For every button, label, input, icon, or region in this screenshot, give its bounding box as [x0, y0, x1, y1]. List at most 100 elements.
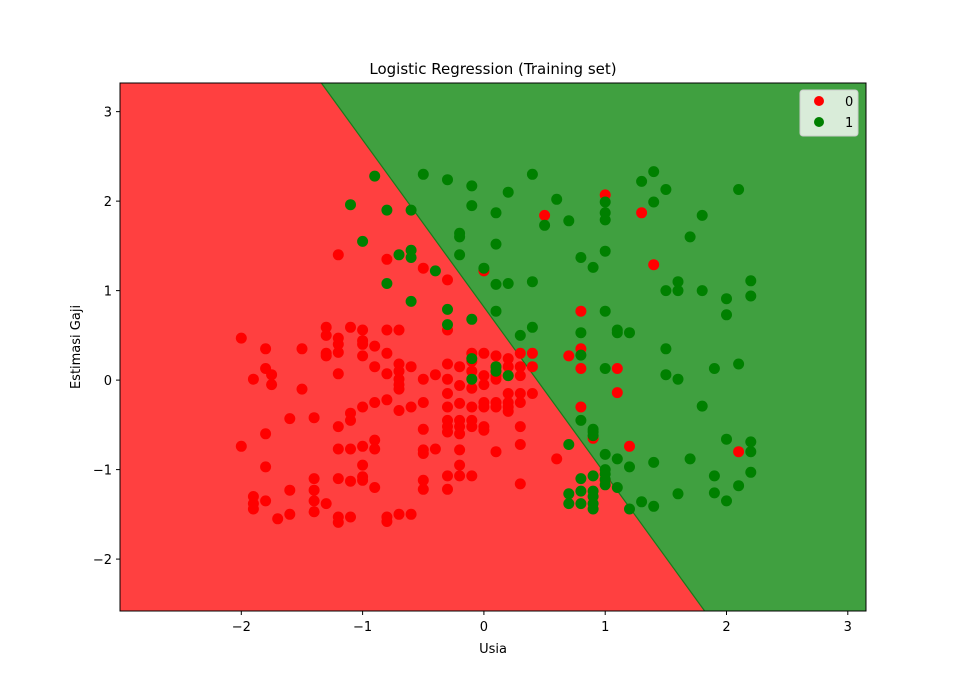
data-point	[296, 383, 308, 395]
data-point	[733, 184, 745, 195]
data-point	[393, 405, 405, 416]
data-point	[369, 397, 381, 408]
data-point	[405, 295, 417, 307]
data-point	[563, 439, 575, 450]
data-point	[551, 193, 563, 205]
chart-title: Logistic Regression (Training set)	[369, 60, 616, 78]
data-point	[235, 440, 247, 452]
data-point	[345, 199, 356, 211]
data-point	[514, 397, 526, 408]
data-point	[284, 413, 296, 425]
y-tick-label: −2	[93, 553, 112, 568]
data-point	[381, 347, 393, 359]
data-point	[357, 459, 369, 471]
data-point	[381, 516, 393, 527]
data-point	[502, 186, 514, 198]
data-point	[708, 470, 720, 482]
data-point	[405, 508, 417, 520]
data-point	[357, 401, 369, 413]
data-point	[599, 448, 611, 460]
data-point	[393, 324, 405, 336]
data-point	[260, 343, 272, 355]
data-point	[466, 180, 478, 192]
data-point	[696, 400, 708, 412]
data-point	[308, 506, 320, 518]
data-point	[696, 209, 708, 221]
data-point	[442, 274, 453, 286]
data-point	[648, 500, 660, 512]
data-point	[405, 252, 417, 263]
data-point	[381, 368, 393, 380]
data-point	[466, 373, 478, 385]
data-point	[345, 414, 356, 426]
y-tick-label: 1	[104, 285, 112, 300]
legend: 0 1	[799, 89, 859, 137]
data-point	[369, 361, 381, 373]
data-point	[454, 470, 466, 482]
data-point	[514, 347, 526, 359]
data-point	[284, 508, 296, 520]
data-point	[260, 428, 272, 440]
data-point	[442, 388, 453, 399]
data-point	[502, 278, 514, 289]
data-point	[587, 261, 599, 273]
data-point	[514, 361, 526, 373]
data-point	[235, 332, 247, 344]
data-point	[454, 459, 466, 471]
data-point	[442, 174, 453, 186]
data-point	[636, 175, 648, 187]
data-point	[381, 253, 393, 265]
data-point	[587, 470, 599, 482]
data-point	[599, 363, 611, 374]
data-point	[369, 443, 381, 455]
data-point	[357, 338, 369, 350]
data-point	[745, 446, 757, 458]
data-point	[672, 488, 684, 500]
data-point	[575, 401, 587, 413]
data-point	[599, 214, 611, 226]
x-tick-label: 1	[601, 620, 609, 635]
data-point	[308, 484, 320, 496]
data-point	[611, 482, 623, 493]
data-point	[466, 382, 478, 394]
data-point	[442, 303, 453, 315]
data-point	[490, 278, 502, 290]
data-point	[332, 368, 344, 380]
data-point	[575, 349, 587, 361]
data-point	[611, 327, 623, 339]
data-point	[636, 496, 648, 508]
data-point	[442, 373, 453, 385]
data-point	[721, 495, 732, 507]
data-point	[393, 365, 405, 377]
data-point	[369, 170, 381, 182]
data-point	[490, 207, 502, 219]
data-point	[745, 275, 757, 287]
data-point	[514, 370, 526, 382]
data-point	[393, 508, 405, 520]
data-point	[345, 475, 356, 487]
data-point	[478, 424, 490, 436]
data-point	[442, 358, 453, 370]
data-point	[417, 448, 429, 459]
legend-label-0: 0	[845, 95, 853, 110]
data-point	[721, 433, 732, 445]
legend-label-1: 1	[845, 116, 853, 131]
data-point	[478, 401, 490, 413]
data-point	[332, 421, 344, 433]
data-point	[454, 249, 466, 261]
data-point	[599, 479, 611, 491]
data-point	[466, 200, 478, 212]
data-point	[745, 290, 757, 302]
data-point	[733, 446, 745, 458]
data-point	[454, 428, 466, 440]
data-point	[381, 394, 393, 406]
x-axis: −2 −1 0 1 2 3	[232, 611, 852, 635]
data-point	[563, 215, 575, 227]
data-point	[539, 219, 551, 231]
data-point	[490, 401, 502, 413]
data-point	[660, 184, 672, 195]
data-point	[672, 285, 684, 297]
data-point	[599, 245, 611, 257]
data-point	[357, 324, 369, 336]
data-point	[648, 456, 660, 468]
